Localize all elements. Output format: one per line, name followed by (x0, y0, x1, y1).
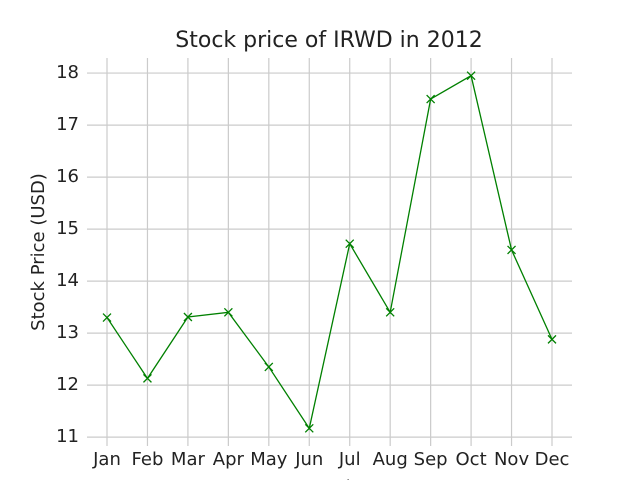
x-tick-label: Oct (456, 449, 487, 470)
y-tick-label: 17 (56, 114, 79, 135)
marker (102, 313, 112, 322)
x-tick-label: Dec (535, 449, 570, 470)
x-tick-label: Aug (373, 449, 408, 470)
x-axis-label: Month (301, 477, 357, 480)
x-tick-label: Jun (294, 449, 323, 470)
x-tick-label: Mar (171, 449, 206, 470)
y-tick-label: 14 (56, 270, 79, 291)
x-tick-label: May (250, 449, 288, 470)
y-tick-label: 13 (56, 322, 79, 343)
y-tick-label: 15 (56, 218, 79, 239)
marker (426, 94, 436, 104)
x-tick-label: Feb (132, 449, 164, 470)
x-tick-label: Jul (338, 449, 361, 470)
marker (304, 423, 314, 433)
x-tick-label: Sep (414, 449, 448, 470)
x-tick-label: Nov (494, 449, 529, 470)
marker (507, 245, 517, 255)
y-tick-label: 12 (56, 374, 79, 395)
y-tick-label: 16 (56, 166, 79, 187)
marker (385, 307, 395, 317)
chart-title: Stock price of IRWD in 2012 (175, 28, 482, 53)
x-tick-label: Jan (92, 449, 121, 470)
marker (466, 71, 476, 81)
x-tick-label: Apr (213, 449, 245, 470)
marker (547, 334, 557, 344)
line (106, 74, 553, 430)
y-tick-label: 11 (56, 426, 79, 447)
marker (183, 312, 193, 322)
marker (223, 307, 233, 317)
marker (142, 373, 152, 383)
marker (264, 362, 274, 372)
y-tick-label: 18 (56, 62, 79, 83)
marker (345, 239, 355, 249)
y-axis-label: Stock Price (USD) (28, 173, 49, 331)
